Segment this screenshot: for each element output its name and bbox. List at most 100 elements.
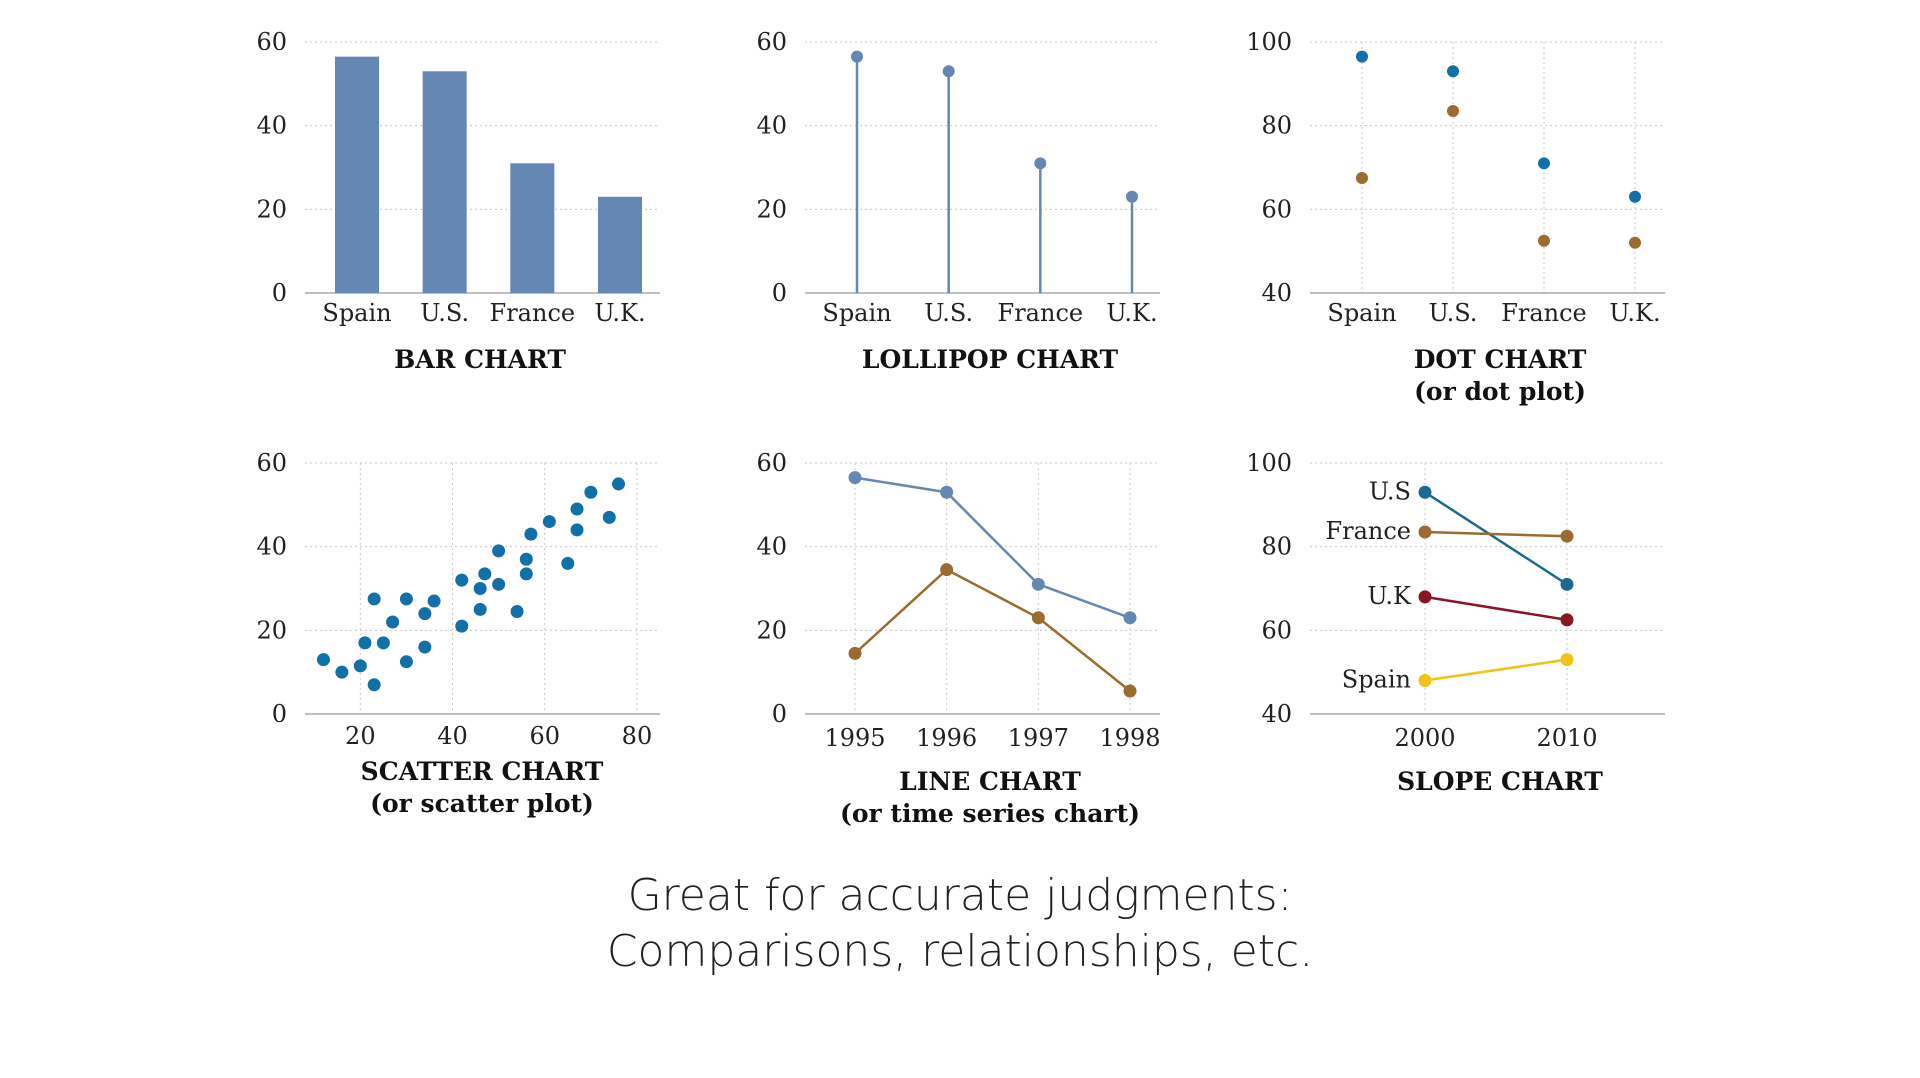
- y-tick-label: 80: [1261, 533, 1292, 561]
- slope-point-end: [1560, 577, 1574, 591]
- x-tick-label: 60: [529, 722, 560, 750]
- x-tick-label: U.S.: [1429, 299, 1478, 327]
- x-tick-label: France: [1501, 299, 1587, 327]
- dot-point: [1629, 190, 1641, 203]
- scatter-point: [386, 615, 400, 629]
- x-tick-label: 2010: [1536, 724, 1597, 752]
- scatter-point: [358, 636, 372, 650]
- series-label: U.K: [1367, 582, 1412, 610]
- bar-chart: 0 20 40 60 Spain U.S. France U.K. BAR CHART: [256, 28, 660, 374]
- scatter-point: [376, 636, 390, 650]
- series-point: [848, 646, 862, 660]
- lollipop-head: [1126, 190, 1138, 203]
- x-tick-label: U.S.: [924, 299, 973, 327]
- chart-title: (or scatter plot): [370, 789, 594, 818]
- dot-point: [1356, 171, 1368, 184]
- series-point: [1031, 577, 1045, 591]
- scatter-point: [418, 607, 432, 621]
- slope-point-start: [1418, 485, 1432, 499]
- x-tick-label: U.S.: [420, 299, 469, 327]
- series-line: [854, 568, 1131, 692]
- series-point: [940, 485, 954, 499]
- series-label: Spain: [1342, 666, 1411, 694]
- scatter-point: [524, 527, 538, 541]
- scatter-point: [570, 523, 584, 537]
- slope-line: [1424, 595, 1568, 622]
- bar: [335, 56, 379, 294]
- dot-point: [1356, 50, 1368, 63]
- slope-point-end: [1560, 613, 1574, 627]
- y-tick-label: 80: [1261, 112, 1292, 140]
- dot-point: [1538, 157, 1550, 170]
- scatter-point: [570, 502, 584, 516]
- caption-line-2: Comparisons, relationships, etc.: [606, 926, 1314, 977]
- x-tick-label: 1995: [824, 724, 885, 752]
- x-tick-label: U.K.: [594, 299, 645, 327]
- series-point: [848, 471, 862, 485]
- scatter-point: [510, 605, 524, 619]
- series-line: [854, 476, 1131, 619]
- scatter-point: [602, 510, 616, 524]
- x-tick-label: 40: [437, 722, 468, 750]
- series-label: France: [1325, 517, 1411, 545]
- y-tick-label: 40: [756, 112, 787, 140]
- scatter-point: [455, 619, 469, 633]
- x-tick-label: Spain: [1327, 299, 1396, 327]
- scatter-point: [455, 573, 469, 587]
- y-tick-label: 40: [756, 533, 787, 561]
- scatter-point: [612, 477, 626, 491]
- x-tick-label: 2000: [1394, 724, 1455, 752]
- x-tick-label: 80: [622, 722, 653, 750]
- y-tick-label: 40: [256, 533, 287, 561]
- scatter-point: [478, 567, 492, 581]
- line-chart: 1995 1996 1997 1998 0 20 40 60 LINE CHART (or tim…: [756, 449, 1160, 828]
- lollipop-head: [942, 65, 955, 78]
- y-tick-label: 60: [756, 449, 787, 477]
- y-tick-label: 100: [1246, 449, 1292, 477]
- dot-point: [1447, 105, 1459, 118]
- chart-title: (or time series chart): [840, 799, 1140, 828]
- caption: Great for accurate judgments: Comparison…: [0, 868, 1920, 980]
- y-tick-label: 20: [756, 616, 787, 644]
- scatter-point: [584, 485, 598, 499]
- y-tick-label: 20: [256, 616, 287, 644]
- x-tick-label: France: [998, 299, 1084, 327]
- bar: [598, 196, 642, 293]
- scatter-point: [367, 678, 381, 692]
- slope-point-start: [1418, 590, 1432, 604]
- scatter-point: [353, 659, 367, 673]
- y-tick-label: 100: [1246, 28, 1292, 56]
- y-tick-label: 40: [256, 112, 287, 140]
- y-tick-label: 20: [756, 195, 787, 223]
- x-tick-label: Spain: [322, 299, 391, 327]
- x-tick-label: 20: [345, 722, 376, 750]
- x-tick-label: Spain: [822, 299, 891, 327]
- series-point: [1031, 611, 1045, 625]
- chart-title: SCATTER CHART: [361, 757, 604, 786]
- slope-chart: 2000 2010 40 60 80 100 U.S France U.K Spain SLOPE …: [1246, 449, 1665, 796]
- scatter-point: [492, 577, 506, 591]
- lollipop-head: [851, 50, 863, 63]
- y-tick-label: 60: [256, 449, 287, 477]
- y-tick-label: 20: [256, 195, 287, 223]
- y-tick-label: 60: [256, 28, 287, 56]
- scatter-point: [492, 544, 506, 558]
- series-point: [940, 563, 954, 577]
- slope-point-start: [1418, 674, 1432, 688]
- slope-point-end: [1560, 529, 1574, 543]
- x-tick-label: 1998: [1099, 724, 1160, 752]
- scatter-point: [519, 552, 533, 566]
- y-tick-label: 40: [1261, 700, 1292, 728]
- y-tick-label: 60: [1261, 616, 1292, 644]
- slope-point-start: [1418, 525, 1432, 539]
- slope-point-end: [1560, 653, 1574, 667]
- lollipop-chart: 0 20 40 60 Spain U.S. France U.K. LOLLIPOP CHART: [756, 28, 1160, 374]
- scatter-point: [399, 592, 413, 606]
- scatter-point: [519, 567, 533, 581]
- slope-line: [1424, 491, 1568, 586]
- y-tick-label: 0: [272, 279, 287, 307]
- y-tick-label: 60: [756, 28, 787, 56]
- scatter-point: [542, 515, 556, 529]
- caption-line-1: Great for accurate judgments:: [627, 870, 1293, 921]
